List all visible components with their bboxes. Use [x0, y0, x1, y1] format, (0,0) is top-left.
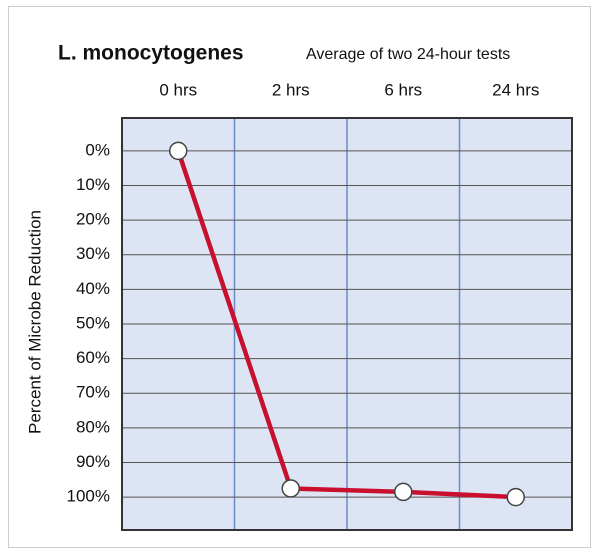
- data-point: [281, 479, 300, 498]
- y-tick-label: 0%: [85, 140, 110, 159]
- y-tick-label: 80%: [76, 417, 110, 436]
- x-tick-label: 6 hrs: [384, 80, 422, 99]
- data-point: [394, 482, 413, 502]
- x-tick-label: 2 hrs: [272, 80, 310, 99]
- y-tick-label: 50%: [76, 313, 110, 332]
- data-point: [169, 141, 188, 161]
- chart-subtitle: Average of two 24-hour tests: [306, 46, 510, 63]
- data-point: [506, 487, 525, 507]
- y-tick-label: 90%: [76, 452, 110, 471]
- y-tick-label: 100%: [67, 487, 110, 506]
- y-tick-label: 10%: [76, 175, 110, 194]
- y-axis-label: Percent of Microbe Reduction: [25, 210, 44, 434]
- plot-border: [121, 117, 573, 531]
- y-tick-label: 30%: [76, 244, 110, 263]
- series-line: [176, 150, 516, 500]
- x-tick-label: 0 hrs: [159, 80, 197, 99]
- y-tick-label: 20%: [76, 210, 110, 229]
- chart-title: L. monocytogenes: [58, 42, 244, 65]
- x-tick-label: 24 hrs: [492, 80, 539, 99]
- y-tick-label: 40%: [76, 279, 110, 298]
- y-tick-label: 60%: [76, 348, 110, 367]
- y-tick-label: 70%: [76, 383, 110, 402]
